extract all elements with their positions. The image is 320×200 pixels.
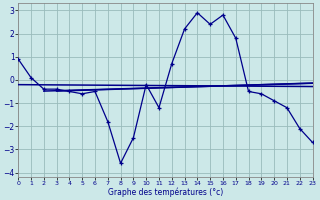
X-axis label: Graphe des températures (°c): Graphe des températures (°c): [108, 187, 223, 197]
